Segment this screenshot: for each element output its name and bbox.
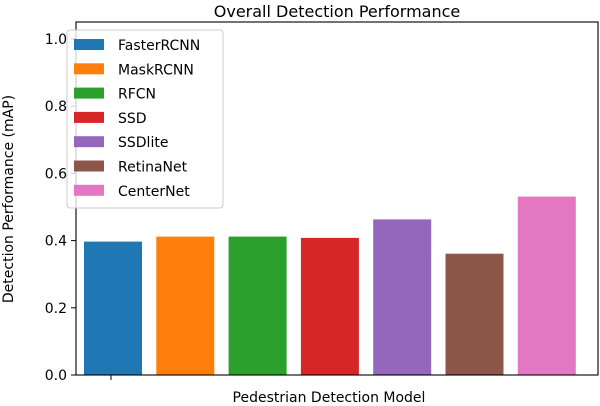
y-axis-label: Detection Performance (mAP) [1, 95, 17, 303]
chart-title: Overall Detection Performance [214, 2, 460, 21]
y-tick-label: 0.8 [45, 99, 67, 115]
y-tick-label: 0.2 [45, 301, 67, 317]
y-tick-label: 1.0 [45, 32, 67, 48]
legend-swatch-fasterrcnn [74, 39, 104, 50]
x-axis-label: Pedestrian Detection Model [233, 390, 426, 406]
bar-ssd [300, 237, 359, 375]
legend-box [66, 29, 224, 209]
bar-retinanet [445, 253, 504, 375]
y-tick-label: 0.4 [45, 234, 67, 250]
bar-ssdlite [373, 219, 432, 375]
legend-label-ssd: SSD [118, 111, 147, 127]
legend: FasterRCNN MaskRCNN RFCN SSD SSDlite RetinaNe… [66, 29, 224, 209]
legend-label-fasterrcnn: FasterRCNN [118, 38, 200, 54]
legend-label-rfcn: RFCN [118, 87, 156, 103]
legend-swatch-ssd [74, 111, 104, 123]
legend-swatch-retinanet [74, 160, 104, 172]
bars-group [84, 196, 576, 375]
legend-label-maskrcnn: MaskRCNN [118, 62, 194, 78]
bar-centernet [517, 196, 576, 375]
y-tick-label: 0.0 [45, 368, 67, 384]
bar-maskrcnn [156, 236, 215, 375]
y-tick-label: 0.6 [45, 166, 67, 182]
bar-fasterrcnn [84, 241, 142, 375]
bar-rfcn [228, 236, 287, 375]
legend-swatch-centernet [74, 184, 104, 196]
legend-label-centernet: CenterNet [118, 184, 190, 200]
legend-label-retinanet: RetinaNet [118, 160, 188, 176]
legend-swatch-ssdlite [74, 136, 104, 148]
legend-swatch-maskrcnn [74, 63, 104, 75]
legend-label-ssdlite: SSDlite [118, 135, 168, 151]
legend-swatch-rfcn [74, 87, 104, 99]
